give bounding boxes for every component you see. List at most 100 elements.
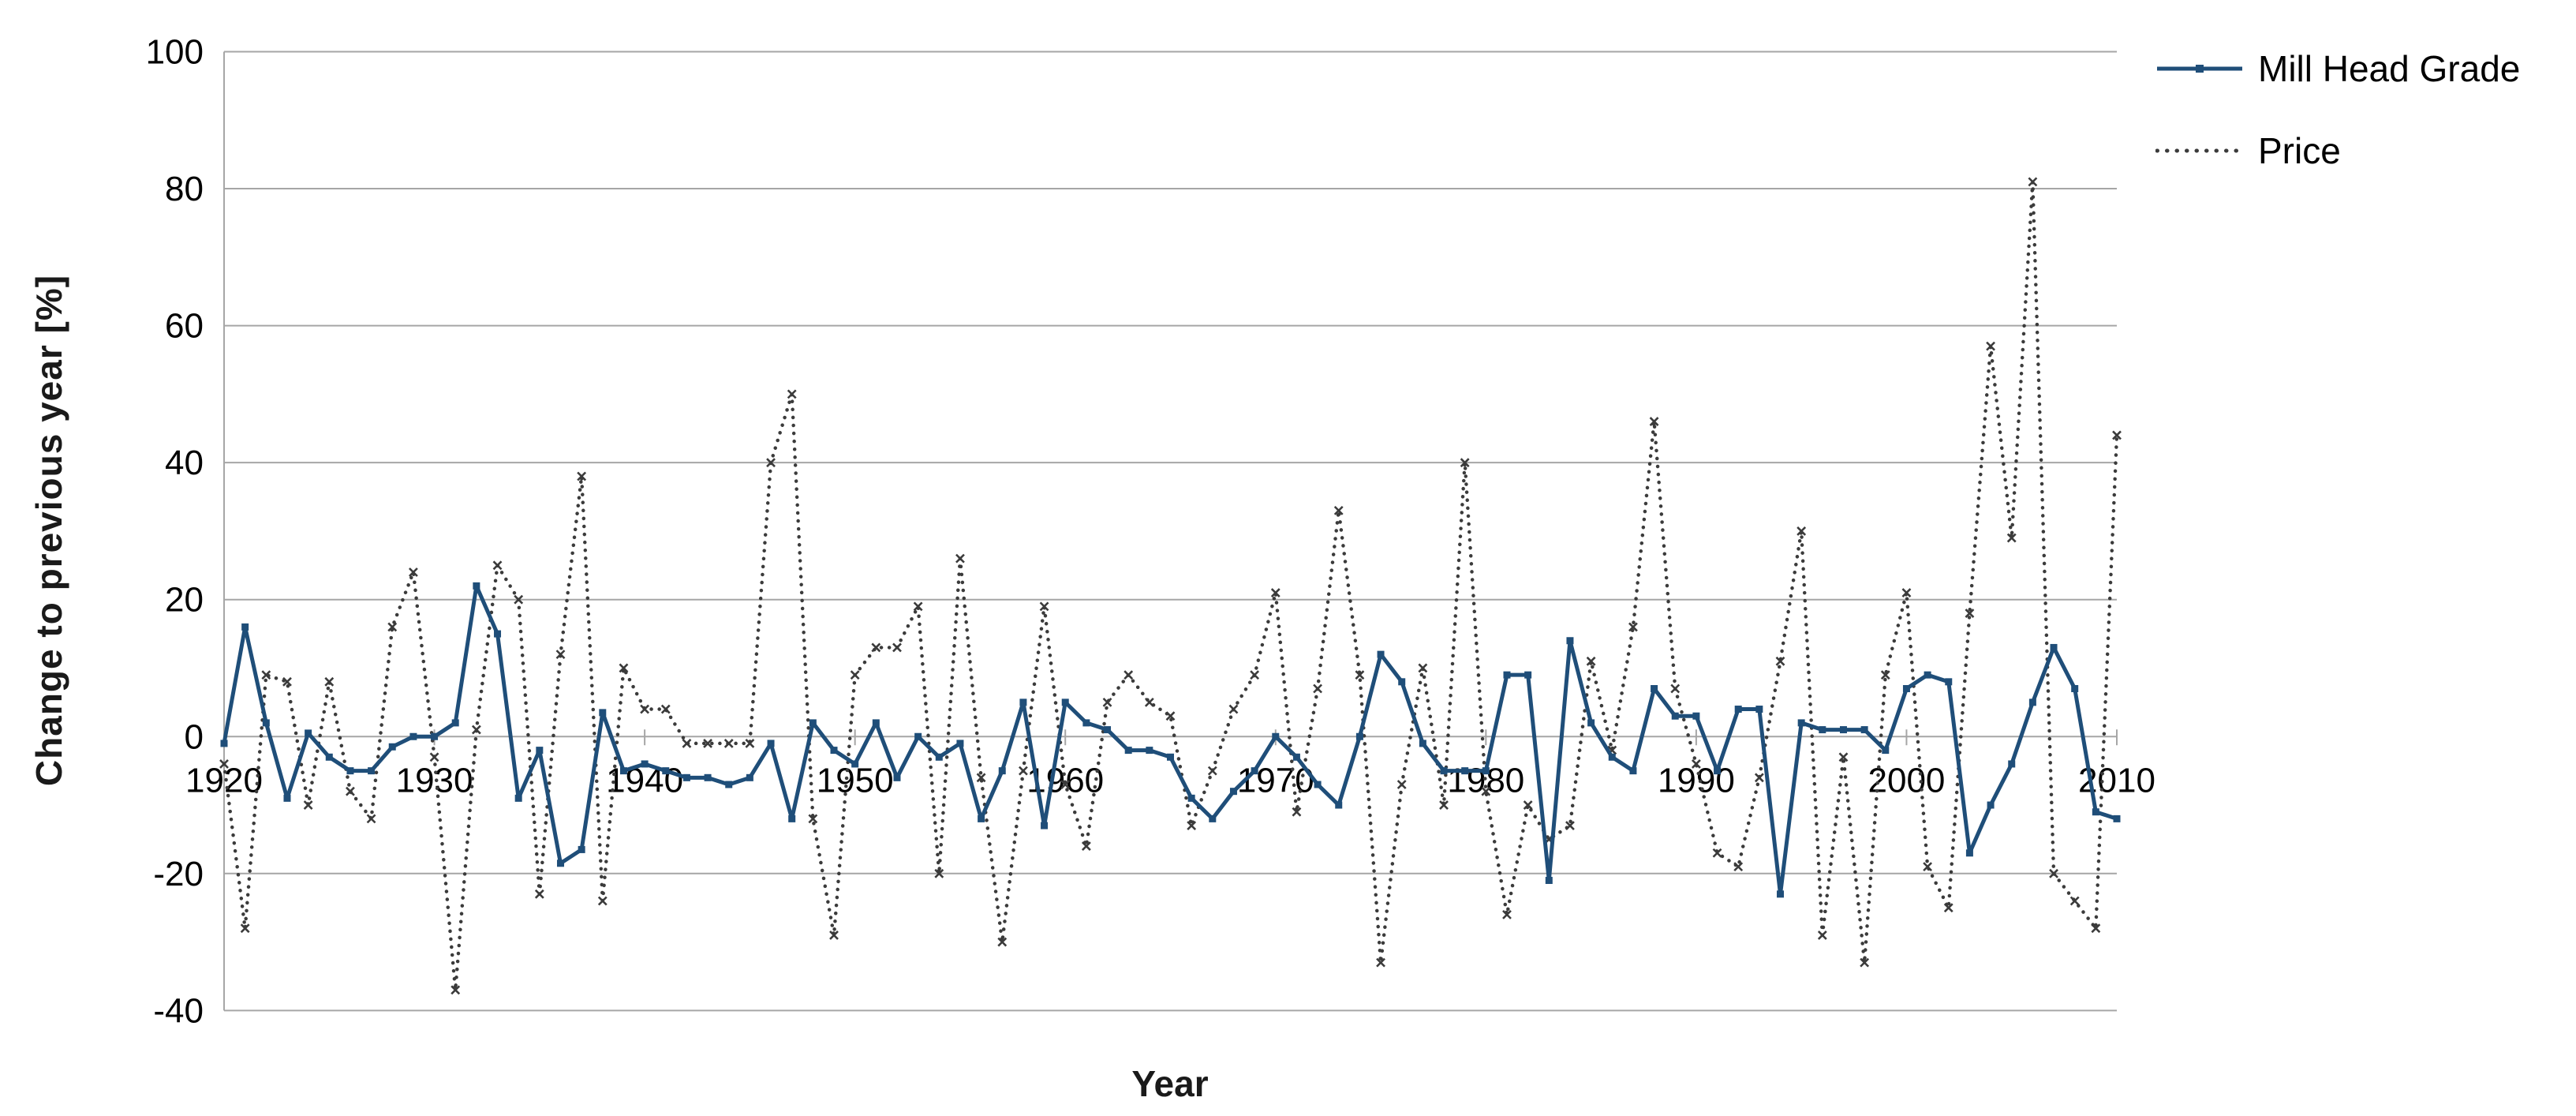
mill-head-grade-marker xyxy=(1924,671,1931,679)
mill-head-grade-marker xyxy=(1839,726,1847,734)
price-marker xyxy=(787,389,797,399)
price-marker xyxy=(2069,896,2080,906)
mill-head-grade-marker xyxy=(1209,815,1217,822)
mill-head-grade-marker xyxy=(998,767,1006,775)
mill-head-grade-marker xyxy=(2071,685,2079,693)
price-marker xyxy=(1270,588,1281,597)
price-marker xyxy=(1733,862,1744,872)
x-tick-label: 2000 xyxy=(1868,761,1946,800)
mill-head-grade-marker xyxy=(725,781,733,788)
mill-head-grade-marker xyxy=(1377,650,1385,658)
price-marker xyxy=(1123,670,1134,680)
mill-head-grade-marker xyxy=(830,747,838,755)
x-tick-label: 1930 xyxy=(396,761,473,800)
price-marker xyxy=(1313,683,1323,694)
mill-head-grade-marker xyxy=(283,794,291,802)
mill-head-grade-marker xyxy=(556,859,564,867)
mill-head-grade-marker xyxy=(1146,747,1153,755)
price-marker xyxy=(1460,458,1470,468)
mill-head-grade-marker xyxy=(1608,753,1616,761)
mill-head-grade-marker xyxy=(451,719,459,727)
mill-head-grade-marker xyxy=(325,753,333,761)
price-marker xyxy=(723,739,734,748)
mill-head-grade-line-icon xyxy=(2157,65,2242,73)
price-marker xyxy=(2112,430,2122,440)
mill-head-grade-marker xyxy=(978,815,985,822)
price-marker xyxy=(219,759,229,769)
mill-head-grade-marker xyxy=(1124,747,1132,755)
mill-head-grade-marker xyxy=(514,794,522,802)
price-marker xyxy=(387,622,398,632)
price-dotted-line-icon xyxy=(2155,148,2244,153)
mill-head-grade-marker xyxy=(1082,719,1090,727)
price-marker xyxy=(1018,766,1028,776)
price-marker xyxy=(240,923,250,934)
price-marker xyxy=(1439,800,1449,810)
mill-head-grade-marker xyxy=(1692,712,1700,720)
mill-head-grade-marker xyxy=(1503,671,1511,679)
mill-head-grade-marker xyxy=(1398,678,1406,686)
price-marker xyxy=(1187,821,1197,830)
price-marker xyxy=(934,868,944,878)
price-marker xyxy=(976,773,986,783)
price-marker xyxy=(766,458,776,468)
price-marker xyxy=(597,896,608,906)
mill-head-grade-marker xyxy=(746,773,753,781)
mill-head-grade-marker xyxy=(1229,788,1237,796)
mill-head-grade-marker xyxy=(619,767,627,775)
price-marker xyxy=(871,642,881,653)
mill-head-grade-marker xyxy=(2113,815,2121,822)
mill-head-grade-marker xyxy=(1902,685,1910,693)
y-tick-label: 60 xyxy=(165,307,204,346)
mill-head-grade-marker xyxy=(1524,671,1532,679)
mill-head-grade-marker xyxy=(1629,767,1637,775)
mill-head-grade-marker xyxy=(956,740,964,747)
price-marker xyxy=(2028,177,2038,187)
price-marker xyxy=(1565,821,1575,830)
price-marker xyxy=(451,985,461,995)
price-marker xyxy=(1292,807,1302,817)
price-marker xyxy=(366,814,376,824)
price-line xyxy=(222,182,2119,991)
mill-head-grade-marker xyxy=(1419,740,1426,747)
price-marker xyxy=(808,814,818,824)
price-marker xyxy=(1355,670,1365,680)
mill-head-grade-marker xyxy=(220,740,228,747)
mill-head-grade-marker xyxy=(1019,698,1027,706)
mill-head-grade-marker xyxy=(599,709,607,717)
mill-head-grade-marker xyxy=(1671,712,1679,720)
price-marker xyxy=(1901,588,1912,597)
mill-head-grade-marker xyxy=(1461,767,1469,775)
legend-label-mill-head-grade: Mill Head Grade xyxy=(2258,48,2521,89)
mill-head-grade-marker xyxy=(1061,698,1069,706)
price-marker xyxy=(1207,766,1217,776)
price-marker xyxy=(619,663,629,673)
price-marker xyxy=(2049,868,2058,878)
price-marker xyxy=(1396,780,1407,789)
price-marker xyxy=(1418,663,1428,673)
mill-head-grade-marker xyxy=(241,623,249,631)
mill-head-grade-marker xyxy=(1566,637,1574,645)
price-marker xyxy=(1039,601,1049,612)
legend-item-mill-head-grade: Mill Head Grade xyxy=(2155,41,2566,96)
price-marker xyxy=(660,704,671,714)
mill-head-grade-marker xyxy=(368,767,376,775)
mill-head-grade-marker xyxy=(346,767,354,775)
price-marker xyxy=(1628,622,1638,632)
mill-head-grade-marker xyxy=(388,743,396,751)
mill-head-grade-marker xyxy=(1272,732,1280,740)
price-marker xyxy=(1860,957,1870,968)
mill-head-grade-marker xyxy=(536,747,544,755)
mill-head-grade-marker xyxy=(1734,706,1742,713)
price-marker xyxy=(1775,656,1785,666)
legend-label-price: Price xyxy=(2258,130,2341,171)
mill-head-grade-marker xyxy=(1587,719,1595,727)
y-tick-label: -40 xyxy=(153,991,204,1030)
price-marker xyxy=(1228,704,1239,714)
mill-head-grade-marker xyxy=(305,729,312,737)
price-marker xyxy=(1165,711,1176,721)
price-marker xyxy=(2091,923,2101,934)
price-marker xyxy=(471,725,481,735)
price-marker xyxy=(1481,786,1491,796)
mill-head-grade-marker xyxy=(1755,706,1763,713)
